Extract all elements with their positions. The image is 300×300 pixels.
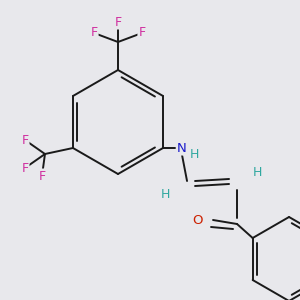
- Text: F: F: [90, 26, 98, 40]
- Text: H: H: [252, 166, 262, 178]
- Text: F: F: [21, 134, 28, 146]
- Text: F: F: [38, 169, 46, 182]
- Text: O: O: [192, 214, 202, 226]
- Text: H: H: [160, 188, 170, 200]
- Text: N: N: [177, 142, 187, 154]
- Text: F: F: [21, 161, 28, 175]
- Text: F: F: [138, 26, 146, 40]
- Text: H: H: [189, 148, 199, 160]
- Text: F: F: [114, 16, 122, 28]
